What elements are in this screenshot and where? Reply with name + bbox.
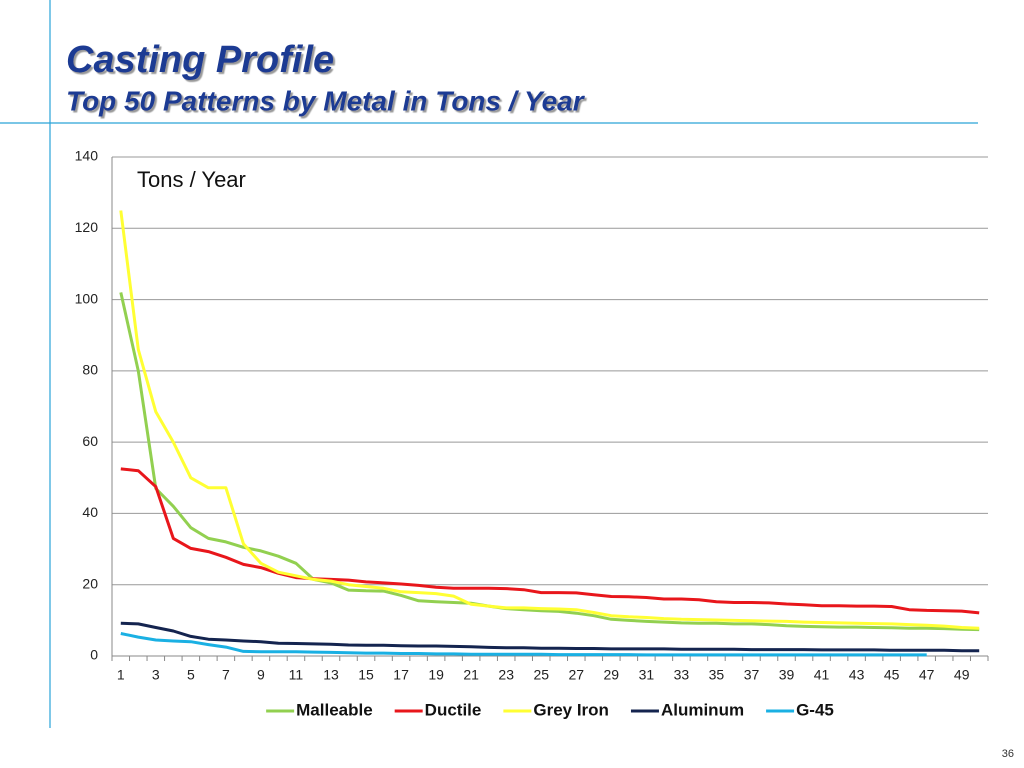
x-tick-label: 21: [463, 667, 479, 683]
legend: Malleable Ductile Grey Iron Aluminum G-45: [266, 700, 834, 719]
x-tick-label: 31: [639, 667, 655, 683]
x-tick-label: 47: [919, 667, 935, 683]
legend-label: Ductile: [425, 700, 482, 719]
x-tick-label: 43: [849, 667, 865, 683]
y-tick-label: 40: [82, 504, 98, 520]
x-tick-label: 45: [884, 667, 900, 683]
x-tick-label: 19: [428, 667, 444, 683]
x-tick-label: 1: [117, 667, 125, 683]
x-tick-label: 15: [358, 667, 374, 683]
x-tick-label: 37: [744, 667, 760, 683]
legend-label: G-45: [796, 700, 834, 719]
x-tick-label: 7: [222, 667, 230, 683]
y-tick-label: 80: [82, 362, 98, 378]
y-tick-label: 20: [82, 575, 98, 591]
legend-label: Aluminum: [661, 700, 744, 719]
x-tick-label: 49: [954, 667, 970, 683]
x-tick-label: 39: [779, 667, 795, 683]
line-series: [119, 210, 980, 630]
y-tick-label: 100: [75, 290, 99, 306]
line-series: [120, 621, 980, 653]
x-tick-label: 27: [568, 667, 584, 683]
x-tick-label: 11: [289, 667, 304, 683]
legend-label: Malleable: [296, 700, 373, 719]
legend-label: Grey Iron: [533, 700, 609, 719]
y-tick-label: 60: [82, 433, 98, 449]
x-tick-label: 41: [814, 667, 830, 683]
x-tick-label: 5: [187, 667, 195, 683]
x-tick-label: 13: [323, 667, 339, 683]
subtitle: Top 50 Patterns by Metal in Tons / Year: [66, 85, 586, 116]
x-tick-label: 17: [393, 667, 409, 683]
x-tick-label: 29: [604, 667, 620, 683]
x-tick-label: 23: [498, 667, 514, 683]
x-tick-label: 35: [709, 667, 725, 683]
x-tick-label: 25: [533, 667, 549, 683]
page-number: 36: [1002, 748, 1014, 760]
line-series: [119, 292, 980, 632]
y-tick-label: 0: [90, 647, 98, 663]
title: Casting Profile: [66, 39, 334, 81]
y-tick-label: 120: [75, 219, 99, 235]
x-tick-label: 9: [257, 667, 265, 683]
annotation: Tons / Year: [137, 167, 246, 192]
line-series: [120, 467, 980, 615]
y-tick-label: 140: [75, 148, 99, 164]
x-tick-label: 3: [152, 667, 160, 683]
line-series: [120, 632, 927, 657]
x-tick-label: 33: [674, 667, 690, 683]
